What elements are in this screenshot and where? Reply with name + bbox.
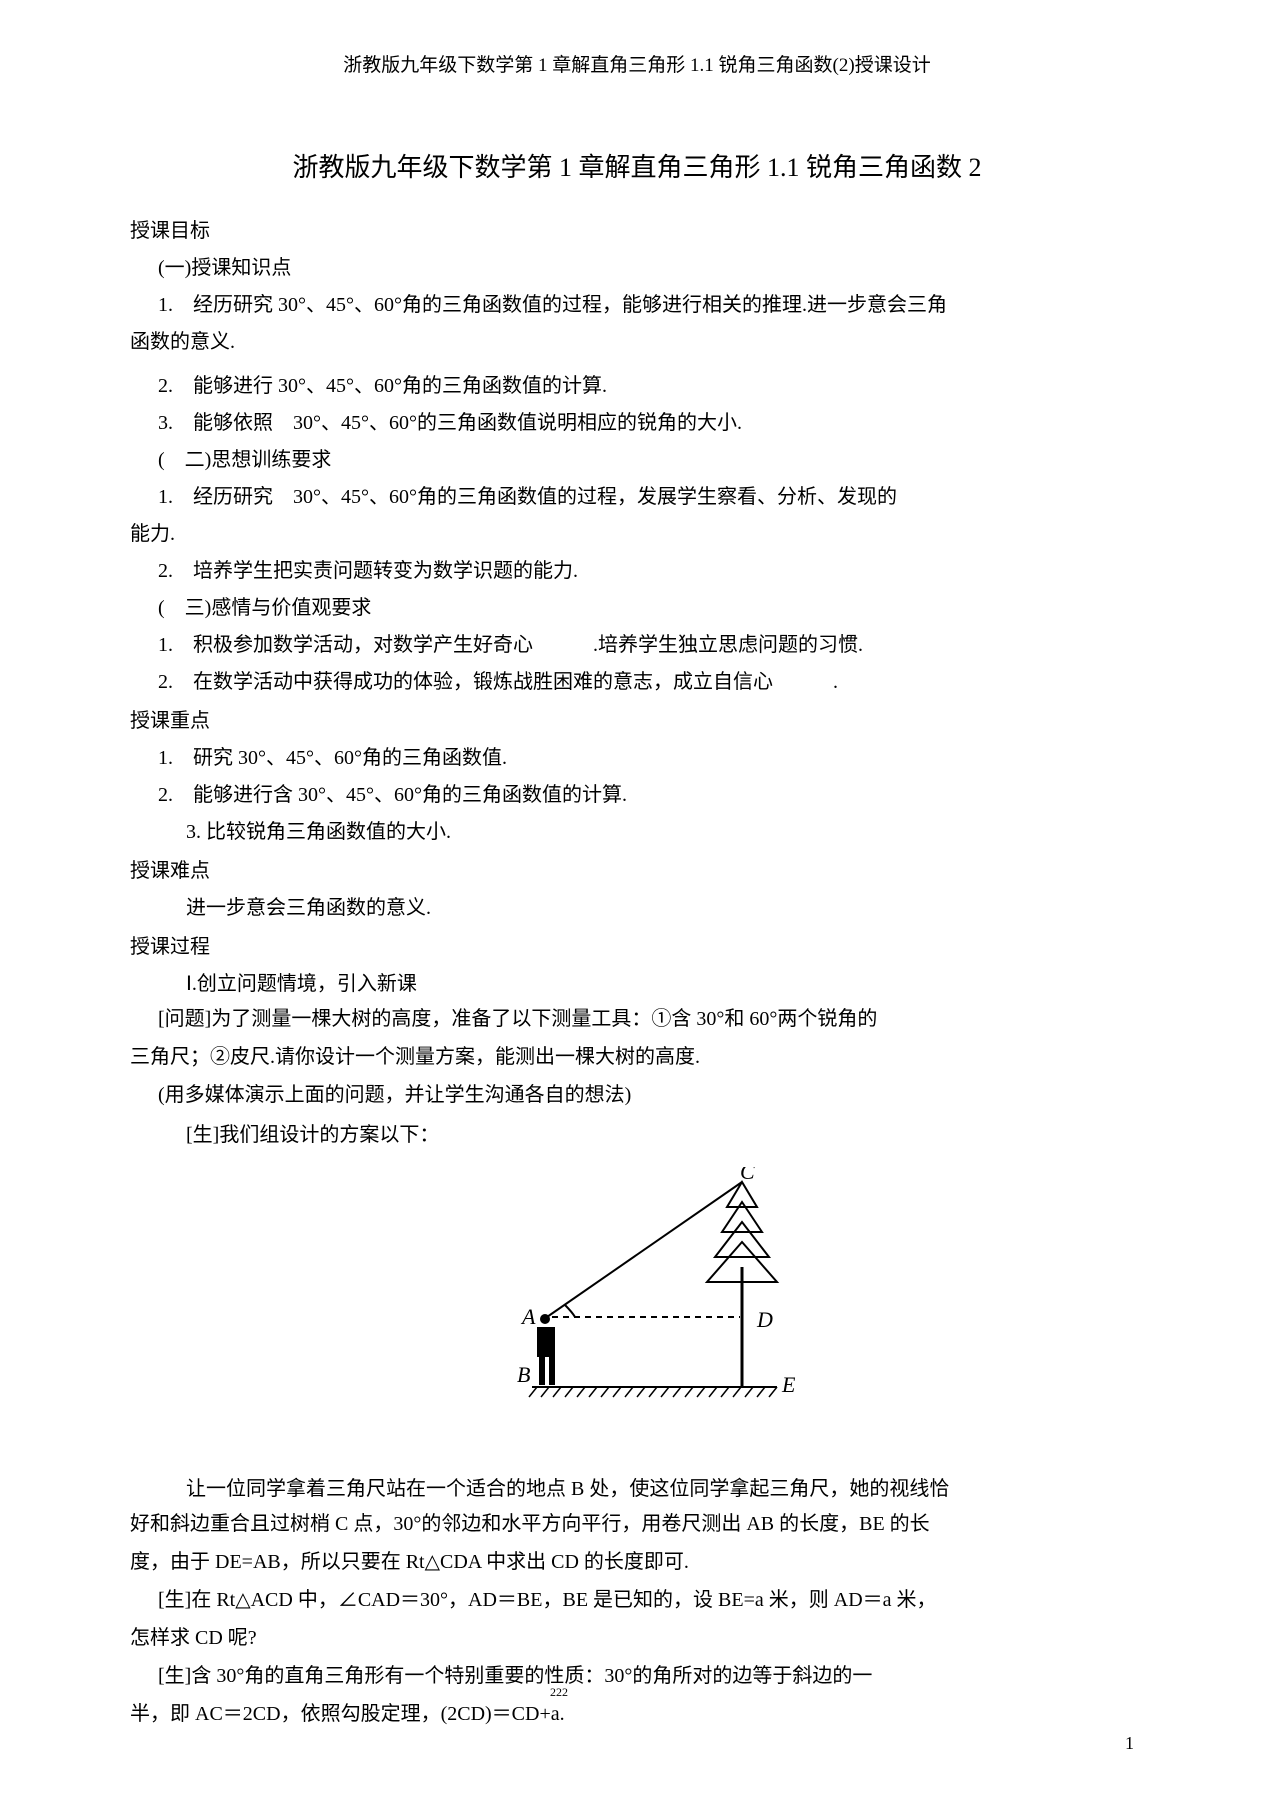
label-B: B: [517, 1362, 530, 1387]
subsection-1: (一)授课知识点: [158, 251, 1144, 280]
difficulty-1: 进一步意会三角函数的意义.: [186, 891, 1144, 920]
para-3b: 半，即 AC＝2CD，依照勾股定理，(2CD)＝CD+a.: [130, 1699, 1144, 1729]
problem-line-4: [生]我们组设计的方案以下：: [186, 1118, 1144, 1147]
page-number: 1: [1125, 1733, 1134, 1754]
diagram-container: A B C D E: [130, 1167, 1144, 1432]
process-1: Ⅰ.创立问题情境，引入新课: [186, 967, 1144, 996]
goal-4b: 能力.: [130, 517, 1144, 546]
para-1c: 度，由于 DE=AB，所以只要在 Rt△CDA 中求出 CD 的长度即可.: [130, 1547, 1144, 1577]
goal-4: 1. 经历研究 30°、45°、60°角的三角函数值的过程，发展学生察看、分析、…: [158, 480, 1144, 509]
problem-line-3: (用多媒体演示上面的问题，并让学生沟通各自的想法): [158, 1080, 1144, 1110]
para-1b: 好和斜边重合且过树梢 C 点，30°的邻边和水平方向平行，用卷尺测出 AB 的长…: [130, 1509, 1144, 1539]
para-2: [生]在 Rt△ACD 中，∠CAD＝30°，AD＝BE，BE 是已知的，设 B…: [158, 1585, 1144, 1615]
goal-2: 2. 能够进行 30°、45°、60°角的三角函数值的计算.: [158, 369, 1144, 398]
subsection-2: ( 二)思想训练要求: [158, 443, 1144, 472]
goal-7: 2. 在数学活动中获得成功的体验，锻炼战胜困难的意志，成立自信心 .: [158, 665, 1144, 694]
label-E: E: [781, 1372, 796, 1397]
focus-3: 3. 比较锐角三角函数值的大小.: [186, 815, 1144, 844]
superscript-222: 222: [550, 1685, 568, 1700]
focus-1: 1. 研究 30°、45°、60°角的三角函数值.: [158, 741, 1144, 770]
page-header: 浙教版九年级下数学第 1 章解直角三角形 1.1 锐角三角函数(2)授课设计: [130, 50, 1144, 77]
geometry-diagram: A B C D E: [457, 1167, 817, 1427]
para-1: 让一位同学拿着三角尺站在一个适合的地点 B 处，使这位同学拿起三角尺，她的视线恰: [186, 1472, 1144, 1501]
focus-2: 2. 能够进行含 30°、45°、60°角的三角函数值的计算.: [158, 778, 1144, 807]
para-2b: 怎样求 CD 呢?: [130, 1623, 1144, 1653]
subsection-3: ( 三)感情与价值观要求: [158, 591, 1144, 620]
label-C: C: [740, 1167, 755, 1184]
label-A: A: [520, 1304, 536, 1329]
para-3: [生]含 30°角的直角三角形有一个特别重要的性质：30°的角所对的边等于斜边的…: [158, 1661, 1144, 1691]
goal-3: 3. 能够依照 30°、45°、60°的三角函数值说明相应的锐角的大小.: [158, 406, 1144, 435]
goal-1b: 函数的意义.: [130, 325, 1144, 354]
section-goals: 授课目标: [130, 214, 1144, 243]
section-process: 授课过程: [130, 930, 1144, 959]
goal-6: 1. 积极参加数学活动，对数学产生好奇心 .培养学生独立思虑问题的习惯.: [158, 628, 1144, 657]
problem-line-2: 三角尺；②皮尺.请你设计一个测量方案，能测出一棵大树的高度.: [130, 1042, 1144, 1072]
goal-5: 2. 培养学生把实责问题转变为数学识题的能力.: [158, 554, 1144, 583]
section-focus: 授课重点: [130, 704, 1144, 733]
label-D: D: [756, 1307, 773, 1332]
goal-1: 1. 经历研究 30°、45°、60°角的三角函数值的过程，能够进行相关的推理.…: [158, 288, 1144, 317]
document-title: 浙教版九年级下数学第 1 章解直角三角形 1.1 锐角三角函数 2: [130, 147, 1144, 184]
problem-line-1: [问题]为了测量一棵大树的高度，准备了以下测量工具：①含 30°和 60°两个锐…: [158, 1004, 1144, 1034]
section-difficulty: 授课难点: [130, 854, 1144, 883]
